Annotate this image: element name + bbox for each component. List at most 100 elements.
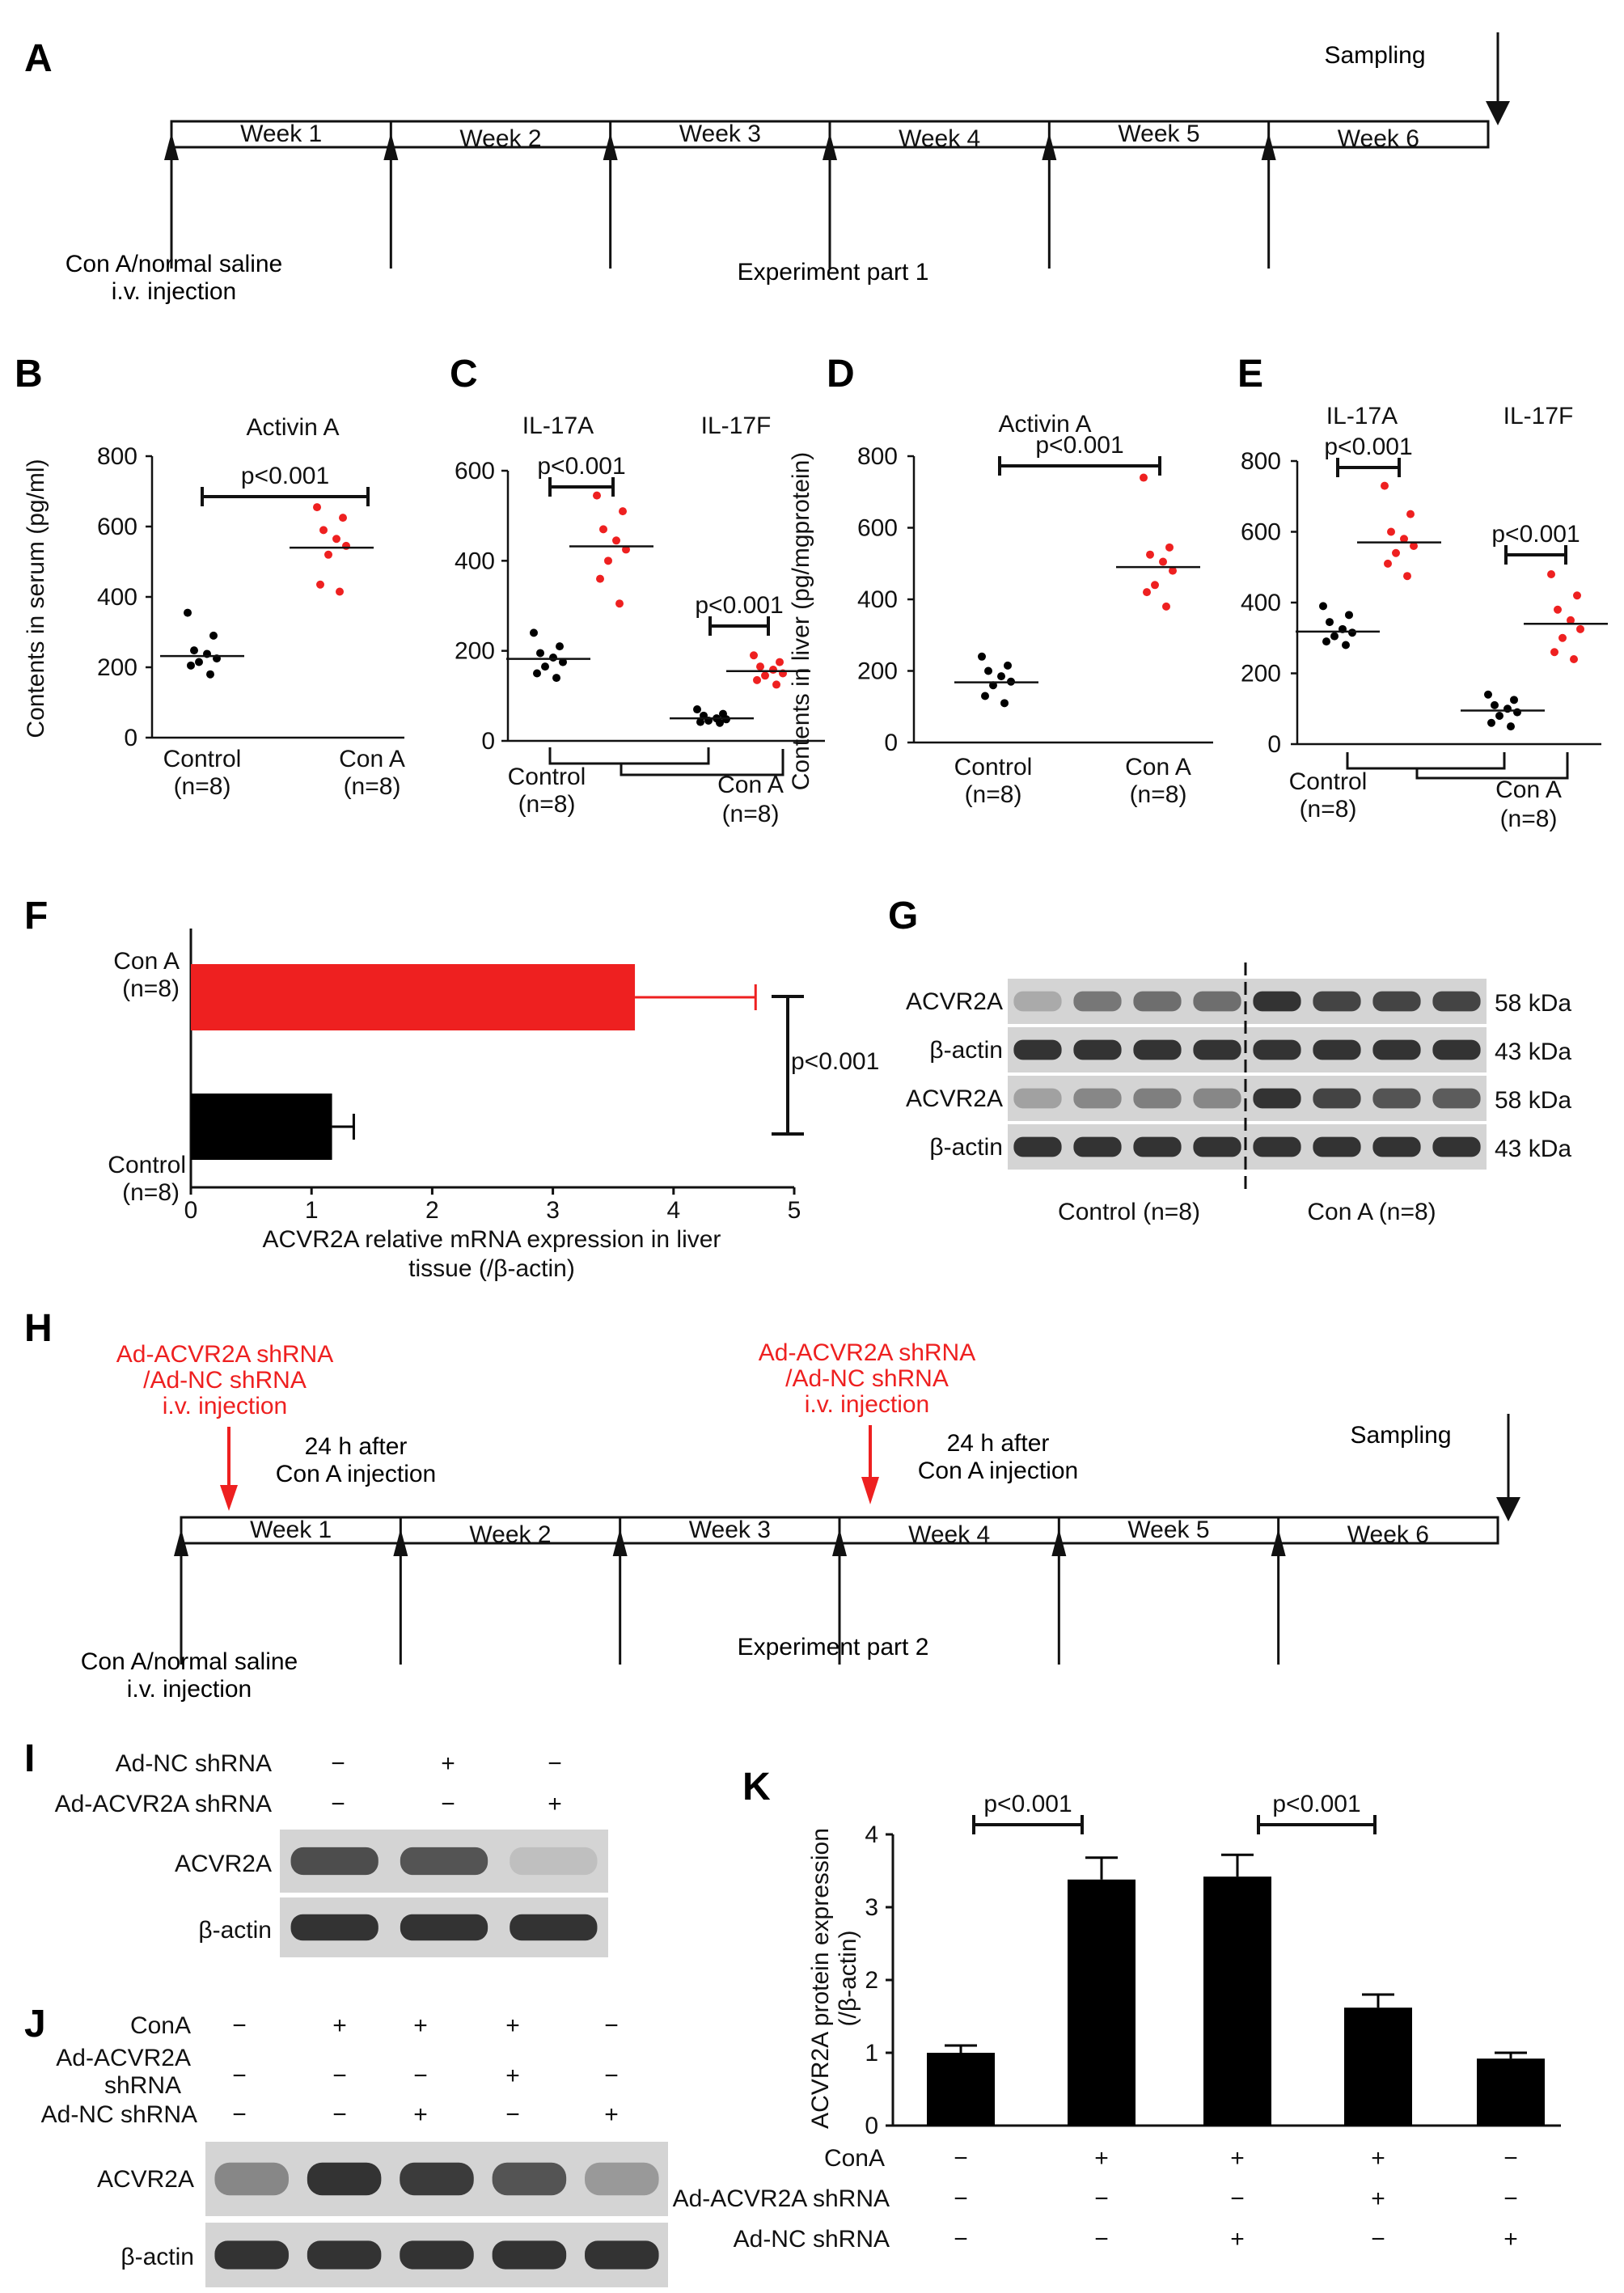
- treatment-sign: +: [505, 2062, 520, 2089]
- p-value-label: p<0.001: [983, 1791, 1072, 1817]
- category-label-control-n: (n=8): [122, 1179, 180, 1206]
- band: [290, 1914, 379, 1941]
- treatment-sign: −: [441, 1791, 455, 1817]
- blot-row-label: ACVR2A: [97, 2166, 194, 2193]
- blot-row-label: ACVR2A: [906, 988, 1003, 1015]
- band: [492, 2162, 567, 2196]
- group-n-label: (n=8): [344, 773, 401, 800]
- injection-arrow-head: [1042, 133, 1057, 160]
- band: [1372, 1039, 1421, 1060]
- x-tick-label: 2: [425, 1197, 439, 1224]
- data-point: [769, 666, 777, 675]
- data-point: [750, 651, 758, 660]
- row-label: Ad-NC shRNA: [41, 2101, 197, 2128]
- data-point: [1330, 632, 1339, 641]
- y-tick-label: 600: [455, 458, 495, 484]
- band: [1372, 991, 1421, 1012]
- data-point: [1322, 637, 1330, 646]
- panel-label-j: J: [24, 2003, 46, 2046]
- treatment-sign: −: [1503, 2145, 1518, 2172]
- y-tick-label: 0: [124, 725, 137, 751]
- injection-arrow-head: [832, 1529, 847, 1556]
- row-label: ConA: [130, 2012, 191, 2039]
- week-label: Week 2: [469, 1521, 551, 1548]
- y-axis-label: Contents in serum (pg/ml): [23, 459, 49, 738]
- blot-row-label: β-actin: [929, 1134, 1003, 1161]
- shrna-label-1-line1: Ad-ACVR2A shRNA: [116, 1341, 333, 1368]
- sampling-label-a: Sampling: [1324, 42, 1425, 69]
- timeline-h: Sampling Con A/normal saline i.v. inject…: [81, 1339, 1520, 1703]
- week-label: Week 3: [679, 121, 761, 147]
- treatment-sign: +: [1503, 2226, 1518, 2253]
- band: [1432, 1136, 1481, 1157]
- panel-label-c: C: [450, 353, 478, 396]
- data-point: [533, 669, 541, 678]
- panel-e-dotplot: 0 200 400 600 800 IL-17A IL-17F p<0.001 p<0.001 C…: [1241, 403, 1608, 832]
- data-point: [1165, 543, 1174, 552]
- error-bar: [635, 984, 757, 1010]
- panel-k-bar-chart: 0 1 2 3 4 ACVR2A protein expression (/β-actin)…: [673, 1791, 1561, 2253]
- band: [1073, 1136, 1122, 1157]
- band: [1432, 1039, 1481, 1060]
- treatment-sign: +: [604, 2101, 619, 2128]
- x-axis-label-line2: tissue (/β-actin): [408, 1255, 575, 1282]
- data-point: [1392, 548, 1400, 557]
- data-point: [596, 574, 604, 583]
- panel-b-dotplot: 0 200 400 600 800 Contents in serum (pg/ml) Ac…: [23, 414, 405, 800]
- p-value-label: p<0.001: [1035, 432, 1123, 459]
- p-bracket-d: [998, 456, 1161, 476]
- data-point: [1004, 661, 1012, 670]
- y-tick-label: 4: [865, 1821, 878, 1848]
- data-point: [612, 536, 620, 545]
- treatment-sign: +: [505, 2012, 520, 2039]
- treatment-sign: −: [954, 2185, 968, 2212]
- band: [1013, 1039, 1062, 1060]
- week-label: Week 6: [1338, 125, 1419, 152]
- data-point: [342, 541, 350, 550]
- band: [1432, 991, 1481, 1012]
- data-point: [1384, 559, 1392, 568]
- panel-i-western-blot: Ad-NC shRNA − + − Ad-ACVR2A shRNA − − + ACVR2A β-…: [55, 1750, 608, 1957]
- error-bar: [332, 1114, 355, 1140]
- y-tick-label: 0: [865, 2113, 878, 2139]
- data-point: [1151, 581, 1159, 590]
- data-point: [622, 545, 630, 554]
- band: [510, 1914, 598, 1941]
- il17f-title: IL-17F: [1503, 403, 1574, 429]
- il17a-title: IL-17A: [1326, 403, 1398, 429]
- band: [400, 2162, 474, 2196]
- treatment-sign: +: [332, 2012, 347, 2039]
- data-point: [615, 599, 624, 608]
- data-point: [339, 514, 347, 522]
- treatment-sign: −: [232, 2101, 247, 2128]
- p-bracket-k1: [972, 1815, 1084, 1834]
- treatment-sign: +: [413, 2101, 428, 2128]
- bar: [1203, 1876, 1271, 2126]
- after-label-2-line2: Con A injection: [918, 1457, 1078, 1484]
- treatment-sign: −: [1371, 2226, 1385, 2253]
- control-label: Control: [1289, 768, 1368, 795]
- band: [1133, 991, 1182, 1012]
- data-point: [206, 670, 214, 679]
- row-label: Ad-NC shRNA: [734, 2226, 890, 2253]
- band: [1253, 991, 1301, 1012]
- treatment-sign: +: [441, 1750, 455, 1777]
- data-point: [604, 556, 612, 565]
- treatment-sign: −: [1503, 2185, 1518, 2212]
- shrna-label-2-line3: i.v. injection: [805, 1391, 930, 1418]
- group-n-label: (n=8): [1130, 781, 1187, 808]
- data-point: [756, 662, 764, 671]
- p-value-label: p<0.001: [1272, 1791, 1360, 1817]
- panel-label-b: B: [15, 353, 43, 396]
- band: [585, 2240, 659, 2270]
- shrna-label-2-line2: /Ad-NC shRNA: [785, 1365, 949, 1392]
- band: [1372, 1088, 1421, 1109]
- cona-label: Con A: [717, 772, 784, 798]
- data-point: [772, 680, 780, 689]
- y-tick-label: 0: [481, 728, 495, 755]
- p-bracket-c2: [708, 616, 770, 636]
- injection-arrow-head: [1271, 1529, 1286, 1556]
- data-point: [1159, 557, 1167, 566]
- data-point: [1487, 718, 1495, 727]
- data-point: [184, 608, 192, 617]
